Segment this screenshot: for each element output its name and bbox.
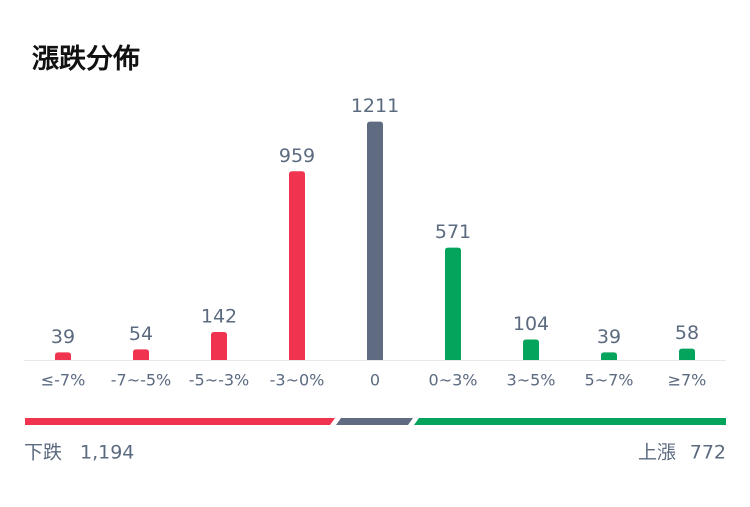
x-tick-label: 0 bbox=[370, 371, 380, 390]
chart-title: 漲跌分佈 bbox=[32, 43, 140, 75]
value-label: 104 bbox=[513, 313, 549, 335]
bar bbox=[367, 121, 383, 360]
x-tick-label: ≤-7% bbox=[41, 371, 86, 390]
value-label: 58 bbox=[675, 322, 699, 344]
bar bbox=[289, 171, 305, 360]
bar bbox=[445, 247, 461, 360]
down-label: 下跌 bbox=[24, 442, 62, 464]
up-label: 上漲 bbox=[638, 442, 676, 464]
value-label: 1211 bbox=[351, 95, 399, 117]
bar bbox=[523, 339, 539, 360]
bar bbox=[679, 348, 695, 360]
bar bbox=[601, 352, 617, 360]
bar bbox=[55, 352, 71, 360]
value-label: 39 bbox=[597, 326, 621, 348]
x-tick-label: -3~0% bbox=[270, 371, 325, 390]
value-label: 54 bbox=[129, 323, 153, 345]
flat-segment bbox=[336, 418, 413, 425]
up-segment bbox=[414, 418, 726, 425]
value-label: 142 bbox=[201, 306, 237, 328]
value-label: 571 bbox=[435, 221, 471, 243]
x-tick-label: 0~3% bbox=[429, 371, 478, 390]
value-label: 39 bbox=[51, 326, 75, 348]
down-segment bbox=[25, 418, 335, 425]
x-tick-label: -7~-5% bbox=[111, 371, 172, 390]
value-label: 959 bbox=[279, 145, 315, 167]
x-tick-label: ≥7% bbox=[668, 371, 707, 390]
bar bbox=[211, 332, 227, 360]
x-tick-label: -5~-3% bbox=[189, 371, 250, 390]
up-count: 772 bbox=[690, 442, 726, 464]
x-tick-label: 3~5% bbox=[507, 371, 556, 390]
x-tick-label: 5~7% bbox=[585, 371, 634, 390]
bar bbox=[133, 349, 149, 360]
down-count: 1,194 bbox=[80, 442, 134, 464]
